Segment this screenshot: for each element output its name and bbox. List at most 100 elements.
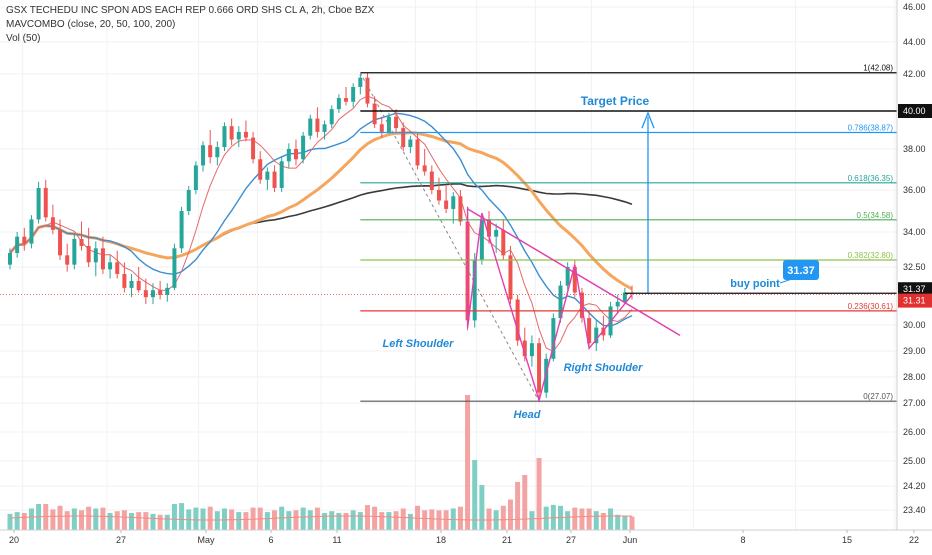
volume-bar [50,509,56,530]
chart-legend: GSX TECHEDU INC SPON ADS EACH REP 0.666 … [6,4,374,46]
candle-body [529,343,534,357]
volume-bar [522,475,528,530]
candle-body [36,187,41,220]
candle-body [43,187,48,218]
volume-bar [143,512,149,530]
candle-body [336,98,341,110]
candle-body [429,171,434,190]
candle-body [129,280,134,288]
y-tick-label: 36.00 [903,185,926,195]
fib-level-label: 0.618(36.35) [848,174,894,183]
y-tick-label: 25.00 [903,456,926,466]
candle-body [279,161,284,188]
fib-trend-line [359,72,540,402]
candle-body [358,77,363,87]
volume-bar [608,508,614,530]
volume-bar [221,508,227,530]
candle-body [293,149,298,160]
candle-body [558,285,563,319]
x-tick-label: 18 [436,535,446,545]
candle-body [322,124,327,132]
volume-bar [515,482,521,530]
candle-body [79,239,84,246]
x-tick-label: 20 [9,535,19,545]
y-tick-label: 23.40 [903,505,926,515]
candle-body [215,147,220,158]
fib-level-label: 0.236(30.61) [848,302,894,311]
volume-bar [400,508,406,530]
candle-body [501,229,506,256]
volume-bar [357,512,363,530]
volume-bar [243,512,249,530]
volume-bar [236,512,242,530]
candle-body [408,139,413,148]
volume-bar [71,508,77,530]
candle-body [587,318,592,344]
candle-body [236,131,241,140]
price-badge-text: 40.00 [903,106,926,116]
price-badge [898,282,932,297]
y-tick-label: 46.00 [903,2,926,12]
volume-bar [364,505,370,530]
candle-body [394,116,399,129]
candle-body [458,196,463,222]
volume-bar [293,510,299,530]
candle-body [551,318,556,359]
x-tick-label: 11 [332,535,341,545]
candle-body [201,145,206,166]
x-tick-label: 21 [502,535,512,545]
volume-bar [615,514,621,530]
left-shoulder-label: Left Shoulder [383,338,455,350]
y-tick-label: 26.00 [903,427,926,437]
candle-body [72,239,77,265]
candle-body [50,217,55,230]
volume-bar [100,507,106,530]
fib-level-label: 0.382(32.80) [848,251,894,260]
volume-bar [93,508,99,530]
volume-bar [479,485,485,530]
volume-bar [107,513,113,530]
volume-bar [422,510,428,530]
volume-ma-line [9,515,633,521]
candle-body [208,145,213,158]
candle-body [150,290,155,298]
candle-body [572,267,577,293]
volume-bar [343,513,349,530]
x-tick-label: 8 [740,535,745,545]
head-label: Head [514,409,541,421]
candle-body [622,292,627,302]
candle-body [186,190,191,211]
fib-level-label: 1(42.08) [863,64,893,73]
volume-bar [507,499,513,530]
candle-body [615,301,620,307]
candle-body [472,260,477,321]
volume-bar [586,508,592,530]
volume-bar [21,513,27,530]
y-tick-label: 32.50 [903,262,926,272]
volume-bar [7,513,13,530]
neckline [467,208,681,337]
candle-body [308,118,313,136]
x-tick-label: 27 [566,535,576,545]
y-tick-label: 27.00 [903,398,926,408]
price-badge [898,104,932,118]
volume-bar [486,508,492,530]
buy-point-label: buy point [730,278,780,290]
legend-title: GSX TECHEDU INC SPON ADS EACH REP 0.666 … [6,5,375,16]
candle-body [372,103,377,125]
volume-bar [322,513,328,530]
candle-body [565,267,570,286]
candle-body [594,327,599,344]
volume-bar [193,507,199,530]
candle-body [451,196,456,209]
candle-body [401,128,406,148]
x-tick-label: Jun [623,535,638,545]
volume-bar [300,507,306,530]
volume-bar [407,513,413,530]
x-tick-label: 22 [909,535,919,545]
candle-body [315,118,320,132]
candle-body [193,165,198,190]
candle-body [122,273,127,288]
y-tick-label: 28.00 [903,372,926,382]
